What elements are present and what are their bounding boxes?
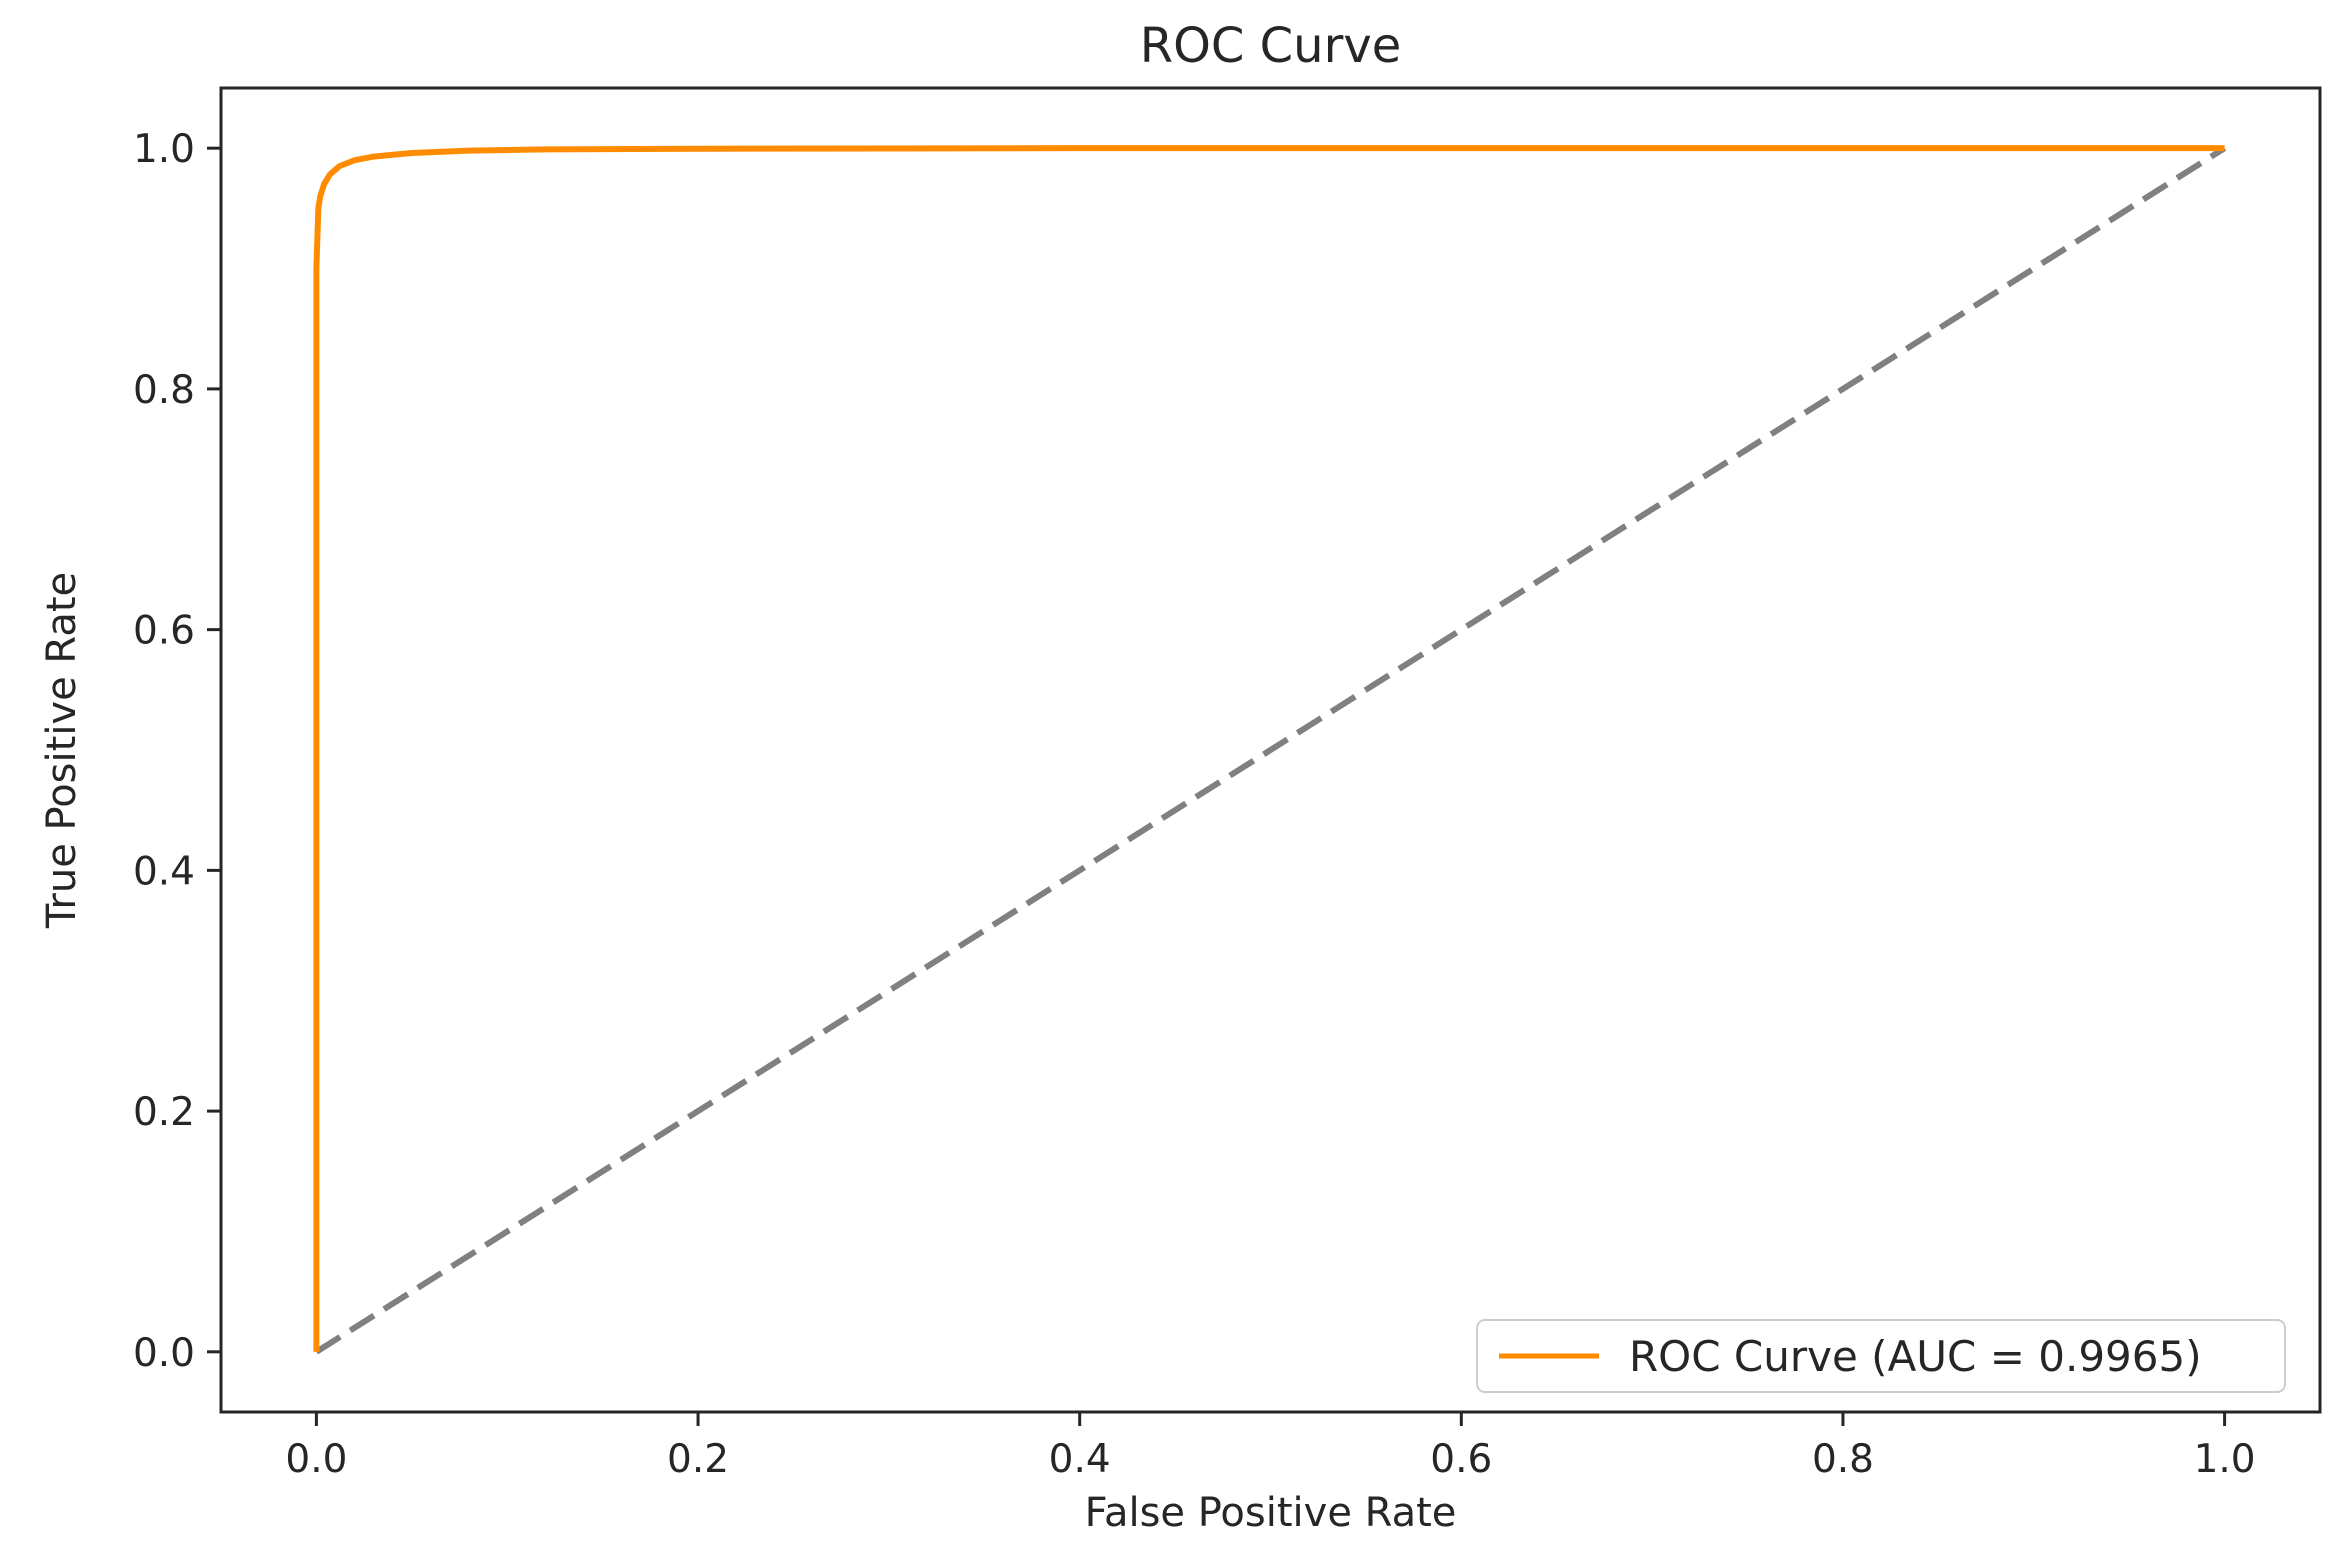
roc-curve-line	[313, 145, 2225, 1352]
x-axis-label: False Positive Rate	[1085, 1490, 1457, 1536]
x-tick-label: 0.8	[1812, 1437, 1874, 1482]
y-tick-label: 0.4	[133, 849, 195, 894]
x-tick-label: 0.4	[1049, 1437, 1111, 1482]
chance-line	[314, 145, 2227, 1355]
x-tick-label: 1.0	[2194, 1437, 2256, 1482]
legend-label: ROC Curve (AUC = 0.9965)	[1629, 1332, 2202, 1381]
x-tick-label: 0.6	[1430, 1437, 1492, 1482]
y-tick-label: 0.0	[133, 1331, 195, 1376]
plot-frame	[219, 86, 2322, 1414]
y-tick-label: 1.0	[133, 127, 195, 172]
x-tick-label: 0.0	[285, 1437, 347, 1482]
y-tick-label: 0.8	[133, 368, 195, 413]
y-axis-label: True Positive Rate	[39, 572, 85, 929]
chart-title: ROC Curve	[1140, 18, 1402, 74]
series-layer	[313, 145, 2227, 1355]
legend: ROC Curve (AUC = 0.9965)	[1476, 1319, 2286, 1393]
y-tick-label: 0.2	[133, 1090, 195, 1135]
x-tick-label: 0.2	[667, 1437, 729, 1482]
legend-box	[1476, 1319, 2286, 1393]
ticks-layer: 0.0 0.2 0.4 0.6 0.8 1.0 0.0 0.2 0.4 0.6 0.8 1.0	[133, 127, 2256, 1482]
y-tick-label: 0.6	[133, 609, 195, 654]
